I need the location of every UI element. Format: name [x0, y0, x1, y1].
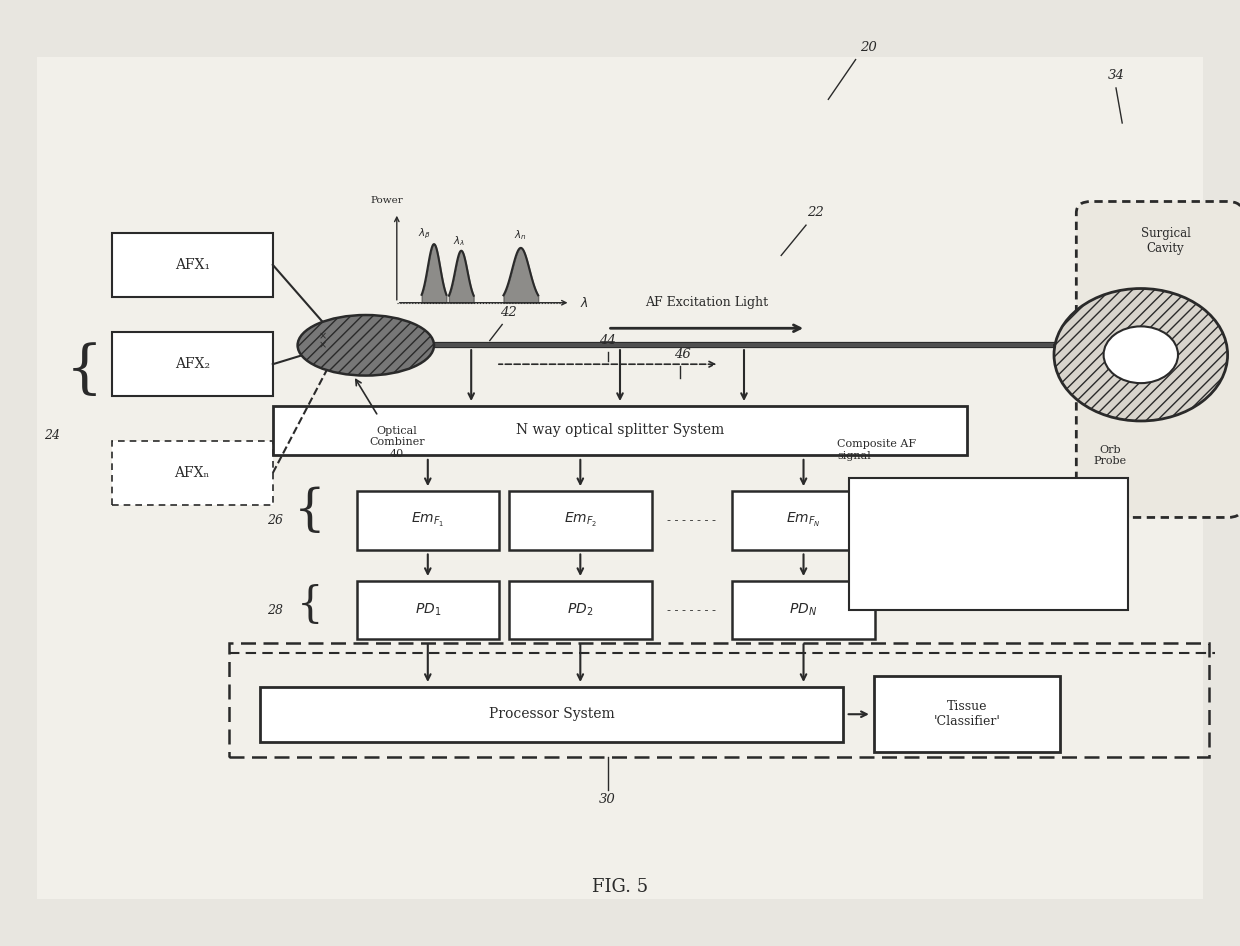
- Text: $Em_{F_N}$: $Em_{F_N}$: [786, 511, 821, 530]
- Text: Processor System: Processor System: [489, 708, 615, 721]
- Text: $PD_2$: $PD_2$: [567, 602, 594, 619]
- Text: Composite AF
signal: Composite AF signal: [837, 439, 916, 461]
- Text: 1: 1: [894, 522, 899, 532]
- Text: 44: 44: [599, 334, 616, 347]
- Ellipse shape: [298, 315, 434, 376]
- Text: 42: 42: [500, 306, 517, 319]
- Text: {: {: [66, 342, 103, 399]
- Text: ×: ×: [319, 331, 326, 341]
- FancyBboxPatch shape: [37, 57, 1203, 899]
- FancyBboxPatch shape: [260, 687, 843, 742]
- Text: 34: 34: [1107, 69, 1125, 82]
- Text: 20: 20: [859, 41, 877, 54]
- Text: $\lambda$: $\lambda$: [1118, 585, 1126, 597]
- Text: PassBand Filter
Transmission: PassBand Filter Transmission: [947, 485, 1030, 505]
- Text: AFXₙ: AFXₙ: [175, 466, 210, 480]
- Text: AFX₁: AFX₁: [175, 258, 210, 272]
- Text: $Em_{F_2}$: $Em_{F_2}$: [564, 511, 596, 530]
- Text: $PD_1$: $PD_1$: [414, 602, 441, 619]
- Text: Optical
Combiner
40: Optical Combiner 40: [370, 426, 424, 459]
- Text: 26: 26: [267, 514, 283, 527]
- Text: {: {: [296, 585, 324, 626]
- Text: $\lambda_\beta$: $\lambda_\beta$: [418, 227, 430, 241]
- Text: AFX₂: AFX₂: [175, 358, 210, 371]
- Text: Surgical
Cavity: Surgical Cavity: [1141, 227, 1190, 255]
- Text: ×: ×: [319, 341, 326, 350]
- Text: $\lambda_n$: $\lambda_n$: [515, 228, 527, 242]
- Text: Orb
Probe: Orb Probe: [1094, 445, 1126, 466]
- Text: 46: 46: [673, 348, 691, 361]
- Text: - - - - - - -: - - - - - - -: [667, 516, 717, 525]
- Text: AF Excitation Light: AF Excitation Light: [645, 296, 769, 309]
- Text: Power: Power: [371, 196, 403, 205]
- FancyBboxPatch shape: [273, 406, 967, 455]
- Text: 24: 24: [45, 429, 60, 442]
- Text: 36: 36: [1147, 350, 1161, 359]
- FancyBboxPatch shape: [1076, 201, 1240, 517]
- FancyBboxPatch shape: [510, 581, 652, 639]
- FancyBboxPatch shape: [732, 491, 875, 550]
- Text: $\lambda_\lambda$: $\lambda_\lambda$: [453, 234, 465, 248]
- Text: 28: 28: [267, 604, 283, 617]
- Text: $\lambda$: $\lambda$: [580, 296, 589, 309]
- Text: $Em_{F_1}$: $Em_{F_1}$: [412, 511, 444, 530]
- Text: $PD_N$: $PD_N$: [790, 602, 817, 619]
- Text: FIG. 5: FIG. 5: [591, 878, 649, 897]
- Circle shape: [1054, 289, 1228, 421]
- Text: 22: 22: [807, 206, 825, 219]
- FancyBboxPatch shape: [112, 233, 273, 297]
- FancyBboxPatch shape: [357, 581, 498, 639]
- FancyBboxPatch shape: [849, 478, 1128, 610]
- Text: 2: 2: [930, 522, 937, 532]
- FancyBboxPatch shape: [112, 441, 273, 505]
- Text: {: {: [294, 486, 326, 535]
- Circle shape: [1104, 326, 1178, 383]
- FancyBboxPatch shape: [112, 332, 273, 396]
- Text: N: N: [1029, 522, 1037, 532]
- FancyBboxPatch shape: [510, 491, 652, 550]
- FancyBboxPatch shape: [874, 676, 1060, 752]
- Text: - - - - - - -: - - - - - - -: [667, 605, 717, 615]
- Text: Tissue
'Classifier': Tissue 'Classifier': [934, 700, 1001, 728]
- Text: N way optical splitter System: N way optical splitter System: [516, 424, 724, 437]
- Text: 30: 30: [599, 793, 616, 806]
- FancyBboxPatch shape: [357, 491, 498, 550]
- FancyBboxPatch shape: [732, 581, 875, 639]
